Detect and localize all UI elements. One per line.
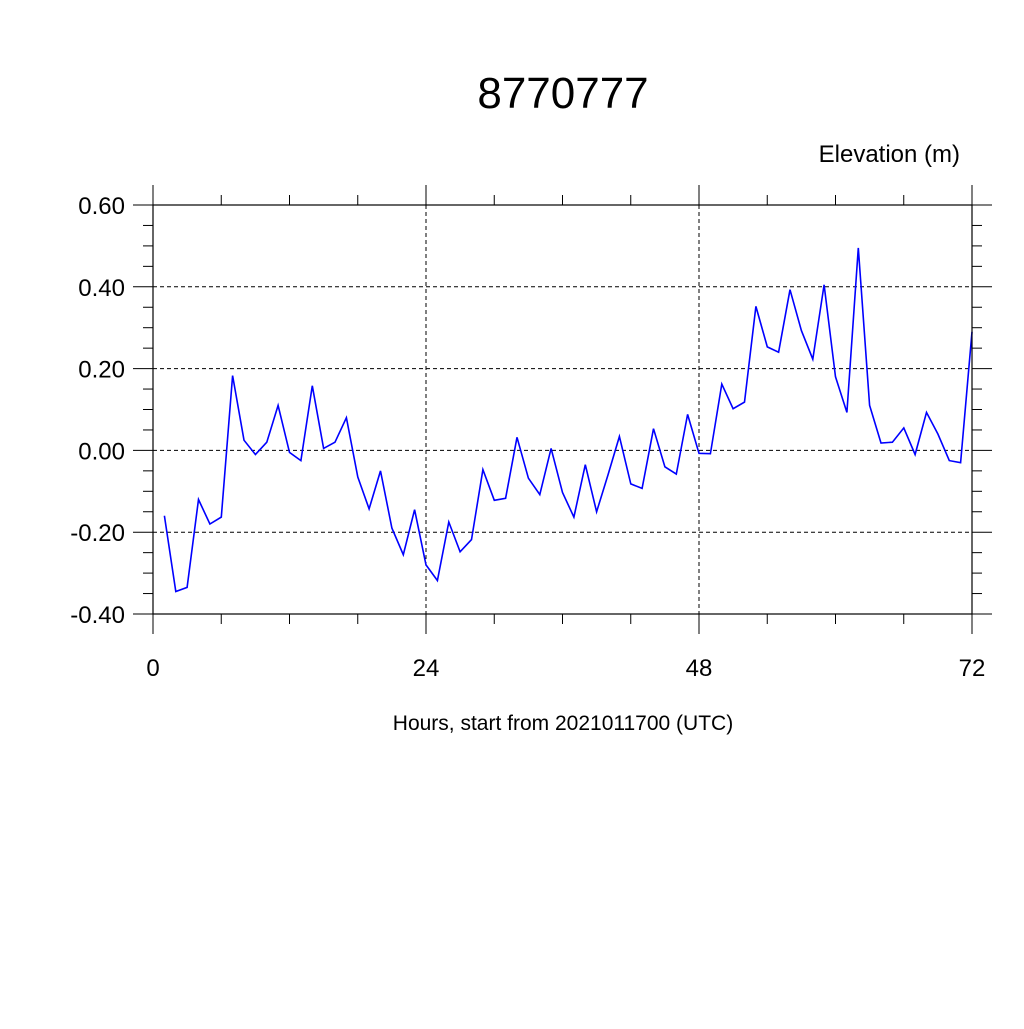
x-tick-label: 48 bbox=[686, 655, 713, 682]
y-tick-label: 0.20 bbox=[78, 357, 125, 384]
y-tick-label: -0.20 bbox=[70, 520, 125, 547]
y-tick-label: -0.40 bbox=[70, 602, 125, 629]
plot-frame bbox=[152, 204, 973, 615]
series-layer bbox=[163, 247, 973, 593]
x-tick-label: 72 bbox=[959, 655, 986, 682]
x-tick-label: 0 bbox=[146, 655, 159, 682]
y-tick-label: 0.00 bbox=[78, 438, 125, 465]
tick-labels: -0.40 -0.20 0.00 0.20 0.40 0.60 0 24 48 72 bbox=[70, 193, 985, 682]
gridlines bbox=[152, 204, 973, 615]
x-tick-label: 24 bbox=[413, 655, 440, 682]
elevation-series-line bbox=[163, 247, 973, 593]
chart-title: 8770777 bbox=[477, 69, 648, 118]
y-axis-unit-label: Elevation (m) bbox=[819, 141, 960, 168]
x-axis-title: Hours, start from 2021011700 (UTC) bbox=[393, 712, 733, 735]
y-tick-label: 0.60 bbox=[78, 193, 125, 220]
y-tick-label: 0.40 bbox=[78, 275, 125, 302]
axis-ticks bbox=[133, 185, 992, 634]
